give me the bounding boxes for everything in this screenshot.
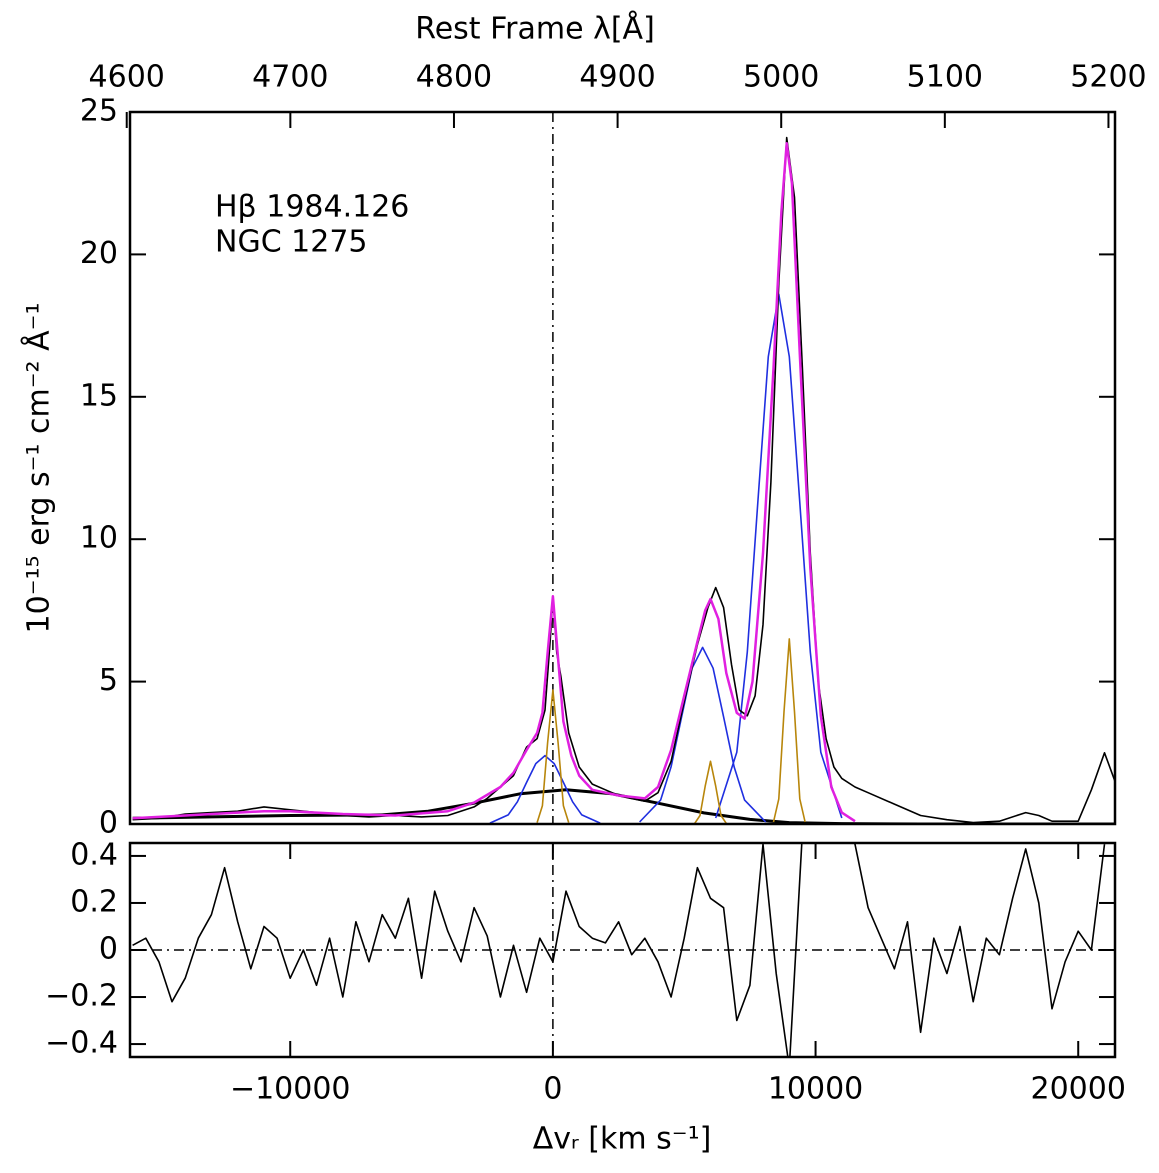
x-tick-label: −10000 (230, 1072, 351, 1107)
series-line (772, 638, 806, 823)
top-tick-label: 4700 (252, 60, 328, 95)
plot-area (132, 136, 1115, 824)
y-tick-label: 0.2 (70, 884, 118, 919)
y-tick-label: 15 (80, 378, 118, 413)
x-axis-label: Δvᵣ [km s⁻¹] (533, 1122, 712, 1157)
y-tick-label: 20 (80, 236, 118, 271)
y-tick-label: 0.4 (70, 837, 118, 872)
x-tick-label: 20000 (1031, 1072, 1126, 1107)
series-line (536, 689, 570, 823)
y-tick-label: 25 (80, 94, 118, 129)
x-tick-label: 0 (543, 1072, 562, 1107)
y-axis-label: 10⁻¹⁵ erg s⁻¹ cm⁻² Å⁻¹ (21, 303, 57, 634)
top-tick-label: 5200 (1070, 60, 1146, 95)
y-tick-label: −0.4 (45, 1026, 118, 1061)
top-tick-label: 4900 (579, 60, 655, 95)
y-tick-label: 0 (99, 932, 118, 967)
y-tick-label: 0 (99, 806, 118, 841)
y-tick-label: −0.2 (45, 979, 118, 1014)
series-line (132, 136, 1115, 824)
series-line (694, 760, 727, 824)
top-tick-label: 5100 (907, 60, 983, 95)
plot-frame (128, 841, 1117, 1059)
y-tick-label: 5 (99, 663, 118, 698)
series-line (714, 293, 843, 819)
y-tick-label: 10 (80, 521, 118, 556)
top-tick-label: 4800 (416, 60, 492, 95)
annotation: NGC 1275 (215, 225, 368, 260)
top-tick-label: 4600 (89, 60, 165, 95)
series-line (639, 646, 767, 823)
plot-frame (128, 110, 1117, 826)
series-line (489, 754, 601, 824)
series-line (132, 142, 856, 823)
top-axis-label: Rest Frame λ[Å] (415, 11, 655, 47)
x-tick-label: 10000 (768, 1072, 863, 1107)
plot-area (132, 843, 1106, 1057)
series-line (132, 843, 1106, 1057)
top-tick-label: 5000 (743, 60, 819, 95)
annotation: Hβ 1984.126 (215, 190, 409, 225)
